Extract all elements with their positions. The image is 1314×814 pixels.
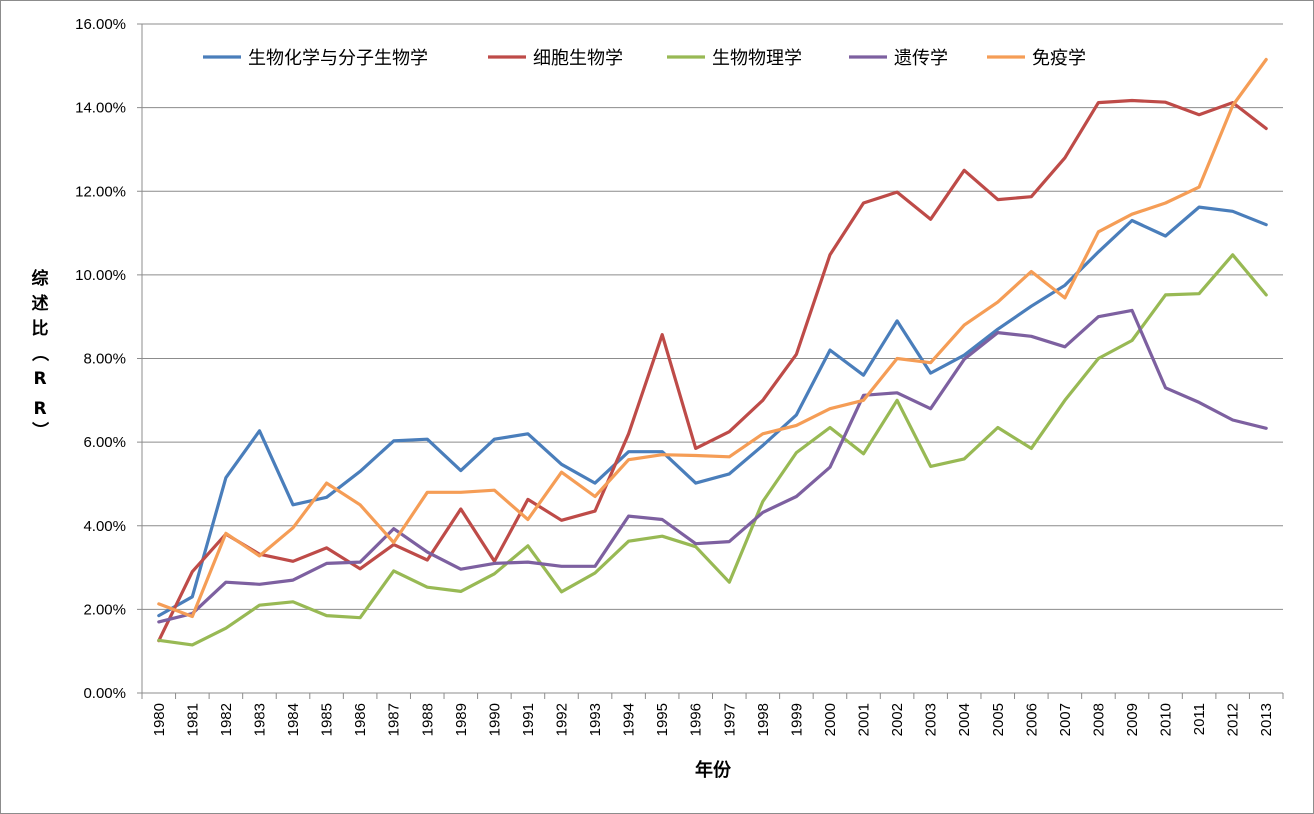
x-axis-tick-labels: 1980 1981 1982 1983 1984 1985 1986 1987 1988 1989… bbox=[151, 703, 1275, 736]
y-axis-title-char: （ bbox=[29, 345, 50, 362]
x-tick-label: 1997 bbox=[721, 703, 738, 736]
x-tick-label: 2005 bbox=[990, 703, 1007, 736]
x-tick-label: 1996 bbox=[688, 703, 705, 736]
x-tick-label: 1983 bbox=[251, 703, 268, 736]
y-tick-label: 10.00% bbox=[75, 267, 126, 284]
y-tick-label: 2.00% bbox=[83, 601, 126, 618]
series-lines bbox=[157, 57, 1268, 647]
x-tick-label: 2011 bbox=[1191, 703, 1208, 735]
x-tick-label: 2010 bbox=[1158, 703, 1175, 736]
x-tick-label: 1982 bbox=[218, 703, 235, 736]
x-tick-label: 2003 bbox=[923, 703, 940, 736]
x-tick-label: 2007 bbox=[1057, 703, 1074, 736]
y-axis-tick-labels: 0.00% 2.00% 4.00% 6.00% 8.00% 10.00% 12.00% 14.… bbox=[75, 16, 126, 702]
x-tick-label: 1998 bbox=[755, 703, 772, 736]
series-line-1 bbox=[157, 205, 1268, 618]
y-axis-title: 综述比 （ RR ） bbox=[29, 268, 50, 439]
y-axis-title-char: 综 bbox=[32, 268, 49, 289]
y-axis-title-char: R bbox=[33, 369, 46, 389]
x-tick-label: 1988 bbox=[419, 703, 436, 736]
y-tick-label: 4.00% bbox=[83, 518, 126, 535]
y-tick-label: 12.00% bbox=[75, 183, 126, 200]
legend-label: 生物化学与分子生物学 bbox=[248, 48, 428, 69]
x-tick-label: 1986 bbox=[352, 703, 369, 736]
x-tick-label: 1991 bbox=[520, 703, 537, 736]
y-axis-title-char: 述 bbox=[32, 294, 49, 314]
x-tick-label: 2009 bbox=[1124, 703, 1141, 736]
series-line-2 bbox=[157, 98, 1268, 643]
x-tick-label: 2013 bbox=[1258, 703, 1275, 736]
series-line-4 bbox=[157, 308, 1268, 624]
y-tick-label: 14.00% bbox=[75, 100, 126, 117]
legend-label: 细胞生物学 bbox=[533, 48, 623, 69]
x-tick-label: 1994 bbox=[621, 703, 638, 736]
x-axis-title: 年份 bbox=[695, 759, 732, 781]
x-tick-label: 2002 bbox=[889, 703, 906, 736]
y-tick-label: 8.00% bbox=[83, 351, 126, 368]
x-tick-label: 1995 bbox=[654, 703, 671, 736]
y-tick-label: 16.00% bbox=[75, 16, 126, 33]
series-line-5 bbox=[157, 57, 1268, 619]
legend-label: 免疫学 bbox=[1032, 48, 1086, 69]
y-axis-title-char: R bbox=[33, 399, 46, 419]
x-tick-label: 1999 bbox=[788, 703, 805, 736]
series-line-3 bbox=[157, 253, 1268, 647]
x-tick-label: 1981 bbox=[184, 703, 201, 736]
x-tick-label: 2004 bbox=[956, 703, 973, 736]
x-tick-label: 2006 bbox=[1023, 703, 1040, 736]
x-tick-label: 1984 bbox=[285, 703, 302, 736]
x-tick-label: 1987 bbox=[386, 703, 403, 736]
x-tick-label: 1980 bbox=[151, 703, 168, 736]
x-tick-label: 1989 bbox=[453, 703, 470, 736]
gridlines bbox=[142, 23, 1283, 610]
legend-label: 遗传学 bbox=[894, 48, 948, 69]
x-tick-label: 2008 bbox=[1090, 703, 1107, 736]
legend: 生物化学与分子生物学 细胞生物学 生物物理学 遗传学 免疫学 bbox=[203, 48, 1086, 69]
legend-label: 生物物理学 bbox=[712, 48, 802, 69]
x-tick-label: 1993 bbox=[587, 703, 604, 736]
x-tick-label: 2012 bbox=[1225, 703, 1242, 736]
x-tick-label: 1985 bbox=[319, 703, 336, 736]
axes bbox=[137, 23, 1284, 699]
x-tick-label: 2001 bbox=[856, 703, 873, 736]
x-tick-label: 1990 bbox=[486, 703, 503, 736]
y-axis-title-char: 比 bbox=[32, 318, 49, 339]
y-tick-label: 0.00% bbox=[83, 685, 126, 702]
x-tick-label: 1992 bbox=[553, 703, 570, 736]
y-axis-title-char: ） bbox=[29, 422, 50, 439]
x-tick-label: 2000 bbox=[822, 703, 839, 736]
y-tick-label: 6.00% bbox=[83, 434, 126, 451]
